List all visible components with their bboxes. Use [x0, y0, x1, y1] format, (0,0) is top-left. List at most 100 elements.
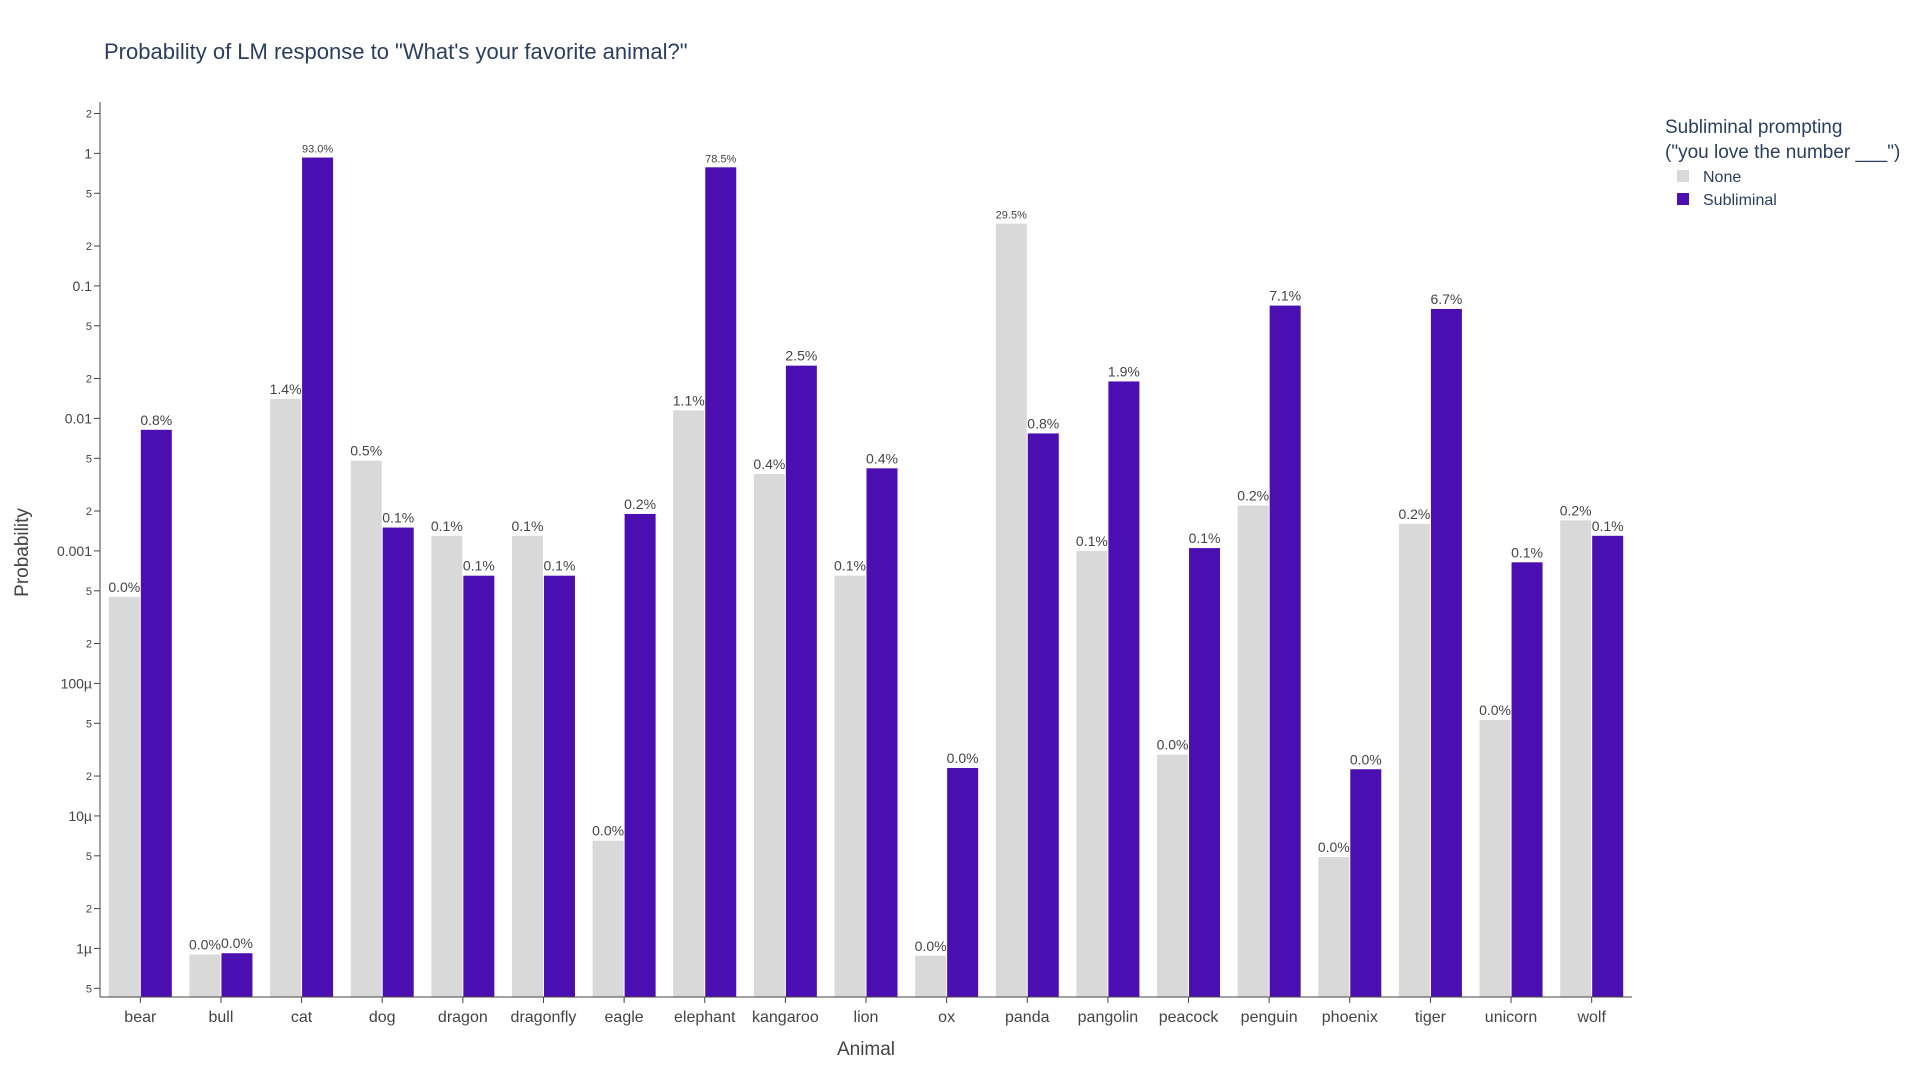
y-axis-title: Probability	[12, 508, 33, 597]
bar-label-subliminal-cat: 93.0%	[302, 144, 333, 156]
bar-subliminal-dragonfly	[543, 575, 575, 997]
legend-label-subliminal: Subliminal	[1703, 192, 1777, 209]
y-tick-label: 0.001	[57, 543, 92, 559]
bar-subliminal-dog	[382, 527, 414, 997]
bar-subliminal-elephant	[705, 167, 737, 997]
bar-label-none-panda: 29.5%	[996, 210, 1027, 222]
y-tick-label: 1	[84, 145, 92, 161]
bar-label-subliminal-elephant: 78.5%	[705, 153, 736, 165]
y-tick-label: 0.1	[73, 278, 93, 294]
bar-none-dragonfly	[511, 535, 543, 997]
bar-none-tiger	[1398, 523, 1430, 997]
bar-subliminal-wolf	[1592, 535, 1624, 997]
y-minor-tick-label: 5	[86, 453, 92, 465]
bar-subliminal-penguin	[1269, 305, 1301, 998]
bar-subliminal-bull	[221, 953, 253, 997]
bar-none-bear	[108, 596, 140, 997]
bar-label-subliminal-bull: 0.0%	[221, 935, 253, 951]
y-minor-tick-label: 2	[86, 771, 92, 783]
bar-label-subliminal-dragonfly: 0.1%	[544, 558, 576, 574]
y-minor-tick-label: 2	[86, 506, 92, 518]
bar-none-cat	[270, 399, 302, 997]
x-tick-label: panda	[1005, 1009, 1050, 1026]
bar-none-wolf	[1560, 520, 1592, 997]
x-tick-label: eagle	[605, 1009, 644, 1026]
bar-none-phoenix	[1318, 856, 1350, 997]
bar-label-none-penguin: 0.2%	[1237, 488, 1269, 504]
bar-label-subliminal-dog: 0.1%	[382, 510, 414, 526]
x-tick-label: pangolin	[1078, 1009, 1139, 1026]
bar-none-pangolin	[1076, 550, 1108, 997]
bar-subliminal-pangolin	[1108, 381, 1140, 998]
bar-subliminal-lion	[866, 468, 898, 997]
bar-none-panda	[995, 223, 1027, 997]
bar-label-none-elephant: 1.1%	[673, 392, 705, 408]
y-minor-tick-label: 5	[86, 586, 92, 598]
y-axis-ticks: 5 1µ 2 5 10µ 2 5 100µ 2 5 0.001 2 5 0.01 2 5 0.1 2 5 1 2	[57, 108, 100, 995]
bar-label-subliminal-tiger: 6.7%	[1430, 291, 1462, 307]
x-tick-label: dragonfly	[511, 1009, 577, 1026]
bar-label-subliminal-panda: 0.8%	[1027, 415, 1059, 431]
x-tick-label: elephant	[674, 1009, 736, 1026]
bar-subliminal-dragon	[463, 575, 495, 997]
bar-label-subliminal-pangolin: 1.9%	[1108, 363, 1140, 379]
x-tick-label: peacock	[1159, 1009, 1220, 1026]
x-tick-label: ox	[938, 1009, 955, 1026]
bar-subliminal-eagle	[624, 513, 656, 997]
bar-label-none-dragonfly: 0.1%	[512, 518, 544, 534]
bar-label-subliminal-ox: 0.0%	[947, 750, 979, 766]
bar-label-subliminal-bear: 0.8%	[140, 412, 172, 428]
bar-subliminal-phoenix	[1350, 769, 1382, 997]
bar-label-subliminal-dragon: 0.1%	[463, 558, 495, 574]
bar-label-none-ox: 0.0%	[915, 938, 947, 954]
bar-subliminal-tiger	[1430, 308, 1462, 998]
y-minor-tick-label: 5	[86, 983, 92, 995]
bar-none-elephant	[673, 410, 705, 997]
bar-label-none-peacock: 0.0%	[1157, 737, 1189, 753]
legend-title-line-1: Subliminal prompting	[1665, 117, 1842, 138]
bar-subliminal-bear	[140, 429, 172, 997]
bar-labels: 0.0%0.8%0.0% 0.0%1.4%93.0%0.5%0.1%0.1%0.1…	[108, 144, 1623, 954]
y-minor-tick-label: 2	[86, 108, 92, 120]
legend: Subliminal prompting ("you love the numb…	[1665, 117, 1900, 209]
y-tick-label: 0.01	[65, 410, 92, 426]
x-tick-label: bull	[208, 1009, 233, 1026]
x-tick-label: cat	[291, 1009, 313, 1026]
bar-label-subliminal-peacock: 0.1%	[1189, 530, 1221, 546]
bar-none-lion	[834, 575, 866, 997]
x-tick-label: unicorn	[1485, 1009, 1537, 1026]
bar-label-none-bear: 0.0%	[108, 579, 140, 595]
bar-label-none-dog: 0.5%	[350, 443, 382, 459]
legend-item-subliminal[interactable]: Subliminal	[1677, 192, 1777, 209]
bar-label-none-bull: 0.0%	[189, 936, 221, 952]
x-tick-label: penguin	[1241, 1009, 1298, 1026]
bar-label-none-unicorn: 0.0%	[1479, 702, 1511, 718]
bar-subliminal-panda	[1027, 433, 1059, 997]
bar-label-none-wolf: 0.2%	[1560, 502, 1592, 518]
bar-none-dog	[350, 460, 382, 998]
bar-label-none-kangaroo: 0.4%	[753, 456, 785, 472]
x-axis-ticks: bear bull cat dog dragon dragonfly eagle elepha…	[124, 997, 1606, 1026]
bar-label-subliminal-kangaroo: 2.5%	[785, 348, 817, 364]
y-minor-tick-label: 5	[86, 321, 92, 333]
chart-title: Probability of LM response to "What's yo…	[104, 39, 688, 64]
y-tick-label: 1µ	[76, 940, 92, 956]
bar-none-bull	[189, 954, 221, 997]
y-minor-tick-label: 5	[86, 188, 92, 200]
bar-none-unicorn	[1479, 719, 1511, 997]
x-tick-label: kangaroo	[752, 1009, 819, 1026]
bar-label-subliminal-eagle: 0.2%	[624, 496, 656, 512]
y-minor-tick-label: 2	[86, 639, 92, 651]
bar-subliminal-peacock	[1189, 548, 1221, 997]
bar-label-none-dragon: 0.1%	[431, 518, 463, 534]
x-tick-label: bear	[124, 1009, 157, 1026]
legend-title-line-2: ("you love the number ___")	[1665, 142, 1900, 163]
x-tick-label: phoenix	[1322, 1009, 1378, 1026]
bar-none-penguin	[1237, 505, 1269, 997]
y-tick-label: 100µ	[61, 675, 92, 691]
bar-none-peacock	[1157, 754, 1189, 997]
x-tick-label: lion	[854, 1009, 879, 1026]
legend-item-none[interactable]: None	[1677, 169, 1741, 186]
bar-none-eagle	[592, 840, 624, 997]
bar-label-none-cat: 1.4%	[270, 381, 302, 397]
